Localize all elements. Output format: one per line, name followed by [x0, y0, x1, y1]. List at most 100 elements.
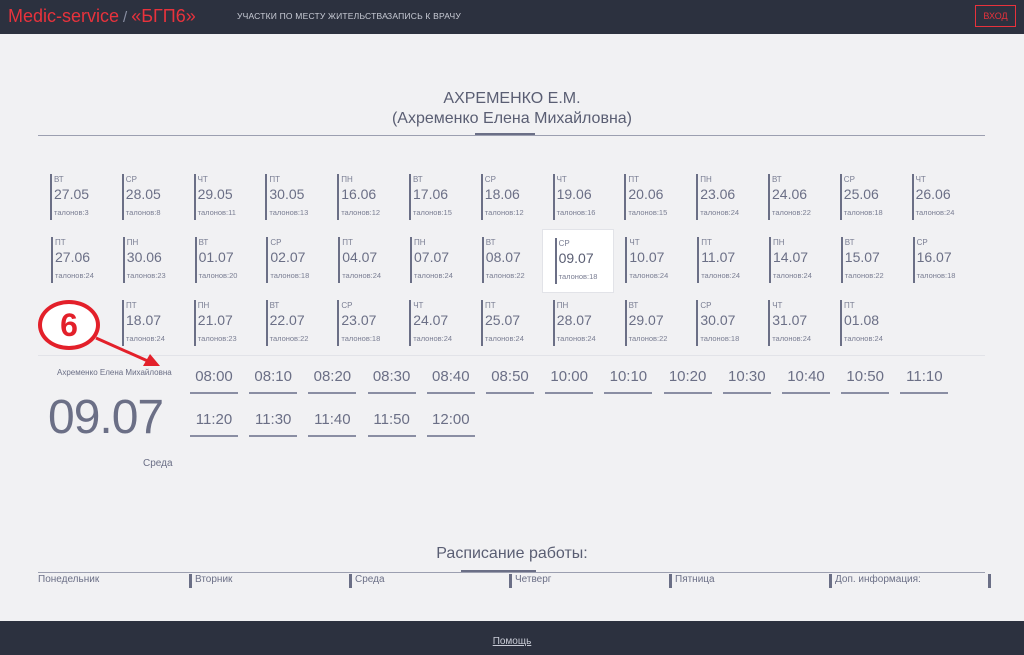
- nav-link-appointment[interactable]: ЗАПИСЬ К ВРАЧУ: [387, 11, 461, 21]
- time-slot[interactable]: 08:10: [249, 368, 298, 394]
- footer: [0, 621, 1024, 655]
- date-value: 30.06: [126, 249, 162, 265]
- time-slot[interactable]: 08:20: [308, 368, 357, 394]
- date-weekday: ПН: [773, 238, 785, 247]
- hospital-name[interactable]: «БГП6»: [131, 6, 196, 26]
- date-cell[interactable]: ЧТ 31.07 талонов:24: [768, 296, 840, 356]
- time-slot[interactable]: 10:10: [604, 368, 653, 394]
- schedule-column: Пятница: [669, 574, 824, 588]
- date-cell[interactable]: ПТ 25.07 талонов:24: [481, 296, 553, 356]
- time-slot[interactable]: 10:40: [782, 368, 830, 394]
- date-cell[interactable]: ВТ 08.07 талонов:22: [481, 233, 554, 293]
- schedule-column: Доп. информация:: [829, 574, 991, 588]
- date-value: 30.07: [700, 312, 736, 328]
- date-cell[interactable]: СР 28.05 талонов:8: [121, 170, 194, 230]
- date-cell[interactable]: ПН 30.06 талонов:23: [122, 233, 195, 293]
- time-slot[interactable]: 11:10: [900, 368, 949, 394]
- date-cell[interactable]: ВТ 01.07 талонов:20: [194, 233, 267, 293]
- date-cell[interactable]: ПН 21.07 талонов:23: [193, 296, 266, 356]
- ticket-count: талонов:11: [197, 208, 236, 217]
- date-cell[interactable]: ПН 28.07 талонов:24: [552, 296, 625, 356]
- date-cell[interactable]: ПТ 20.06 талонов:15: [624, 170, 696, 230]
- date-cell[interactable]: СР 23.07 талонов:18: [337, 296, 409, 356]
- date-cell[interactable]: ВТ 22.07 талонов:22: [265, 296, 338, 356]
- date-cell[interactable]: ПН 07.07 талонов:24: [410, 233, 482, 293]
- time-slot[interactable]: 08:30: [367, 368, 416, 394]
- ticket-count: талонов:24: [629, 271, 669, 280]
- date-cell[interactable]: ВТ 17.06 талонов:15: [409, 170, 481, 230]
- date-cell[interactable]: СР 18.06 талонов:12: [480, 170, 553, 230]
- date-cell-marker: [409, 300, 412, 346]
- ticket-count: талонов:22: [485, 271, 525, 280]
- time-slot-label: 08:00: [195, 368, 233, 385]
- date-weekday: СР: [558, 239, 570, 248]
- time-slot[interactable]: 11:50: [367, 411, 416, 437]
- date-weekday: ПТ: [844, 301, 855, 310]
- ticket-count: талонов:15: [413, 208, 452, 217]
- time-slot[interactable]: 08:50: [486, 368, 534, 394]
- date-cell-marker: [410, 237, 412, 283]
- date-cell[interactable]: ПТ 27.06 талонов:24: [51, 233, 123, 293]
- date-cell[interactable]: ЧТ 29.05 талонов:11: [193, 170, 266, 230]
- ticket-count: талонов:24: [701, 271, 741, 280]
- date-value: 29.07: [628, 312, 664, 328]
- help-link[interactable]: Помощь: [492, 636, 532, 647]
- brand[interactable]: Medic-service / «БГП6»: [8, 6, 196, 27]
- date-cell[interactable]: ПТ 04.07 талонов:24: [338, 233, 410, 293]
- time-slot[interactable]: 10:30: [722, 368, 771, 394]
- date-weekday: ПТ: [342, 238, 353, 247]
- date-weekday: ПН: [414, 238, 426, 247]
- date-cell[interactable]: СР 25.06 талонов:18: [839, 170, 912, 230]
- date-cell-marker: [839, 174, 842, 220]
- date-cell-marker: [193, 300, 196, 346]
- ticket-count: талонов:22: [269, 334, 309, 343]
- date-cell[interactable]: ПН 16.06 талонов:12: [337, 170, 409, 230]
- time-slot[interactable]: 10:00: [545, 368, 594, 394]
- schedule-column: Понедельник: [38, 574, 100, 585]
- date-cell[interactable]: ПН 14.07 талонов:24: [769, 233, 841, 293]
- time-slot[interactable]: 08:40: [426, 368, 475, 394]
- date-weekday: ПТ: [485, 301, 496, 310]
- date-cell[interactable]: СР 16.07 талонов:18: [912, 233, 985, 293]
- date-weekday: ВТ: [198, 238, 209, 247]
- time-slot[interactable]: 08:00: [190, 368, 238, 394]
- date-cell[interactable]: ПТ 30.05 талонов:13: [265, 170, 337, 230]
- date-cell-marker: [265, 174, 268, 220]
- date-value: 09.07: [558, 250, 594, 266]
- date-weekday: ЧТ: [197, 175, 208, 184]
- date-cell[interactable]: ЧТ 19.06 талонов:16: [552, 170, 625, 230]
- time-slot[interactable]: 12:00: [426, 411, 475, 437]
- date-cell[interactable]: ВТ 15.07 талонов:22: [840, 233, 913, 293]
- date-value: 28.07: [556, 312, 592, 328]
- time-slot[interactable]: 11:30: [249, 411, 298, 437]
- time-slot[interactable]: 10:20: [663, 368, 712, 394]
- date-cell[interactable]: ЧТ 24.07 талонов:24: [409, 296, 481, 356]
- time-slot[interactable]: 11:40: [308, 411, 357, 437]
- date-value: 28.05: [125, 186, 161, 202]
- brand-name[interactable]: Medic-service: [8, 6, 120, 26]
- time-slot[interactable]: 10:50: [841, 368, 890, 394]
- date-cell[interactable]: СР 09.07 талонов:18: [541, 229, 614, 293]
- date-cell[interactable]: ПТ 11.07 талонов:24: [697, 233, 769, 293]
- date-weekday: СР: [843, 175, 855, 184]
- date-cell[interactable]: СР 02.07 талонов:18: [266, 233, 338, 293]
- date-cell[interactable]: СР 30.07 талонов:18: [696, 296, 768, 356]
- date-cell[interactable]: ВТ 27.05 талонов:3: [50, 170, 122, 230]
- date-weekday: ПН: [126, 238, 139, 247]
- time-slot-underline: [426, 435, 475, 437]
- time-slot[interactable]: 11:20: [190, 411, 238, 437]
- date-value: 11.07: [701, 249, 736, 265]
- doctor-full-name: (Ахременко Елена Михайловна): [391, 110, 633, 127]
- date-value: 01.07: [198, 249, 234, 265]
- date-cell[interactable]: ПТ 18.07 талонов:24: [122, 296, 194, 356]
- date-cell[interactable]: ПН 23.06 талонов:24: [696, 170, 768, 230]
- login-button[interactable]: ВХОД: [975, 5, 1016, 27]
- nav-link-districts[interactable]: УЧАСТКИ ПО МЕСТУ ЖИТЕЛЬСТВА: [237, 11, 388, 21]
- time-slot-underline: [308, 392, 357, 394]
- date-cell[interactable]: ВТ 29.07 талонов:22: [624, 296, 697, 356]
- date-cell[interactable]: ЧТ 10.07 талонов:24: [625, 233, 697, 293]
- date-cell[interactable]: ВТ 24.06 талонов:22: [768, 170, 840, 230]
- date-cell[interactable]: ЧТ 26.06 талонов:24: [911, 170, 984, 230]
- date-cell[interactable]: ПТ 01.08 талонов:24: [840, 296, 912, 356]
- date-value: 07.07: [414, 249, 450, 265]
